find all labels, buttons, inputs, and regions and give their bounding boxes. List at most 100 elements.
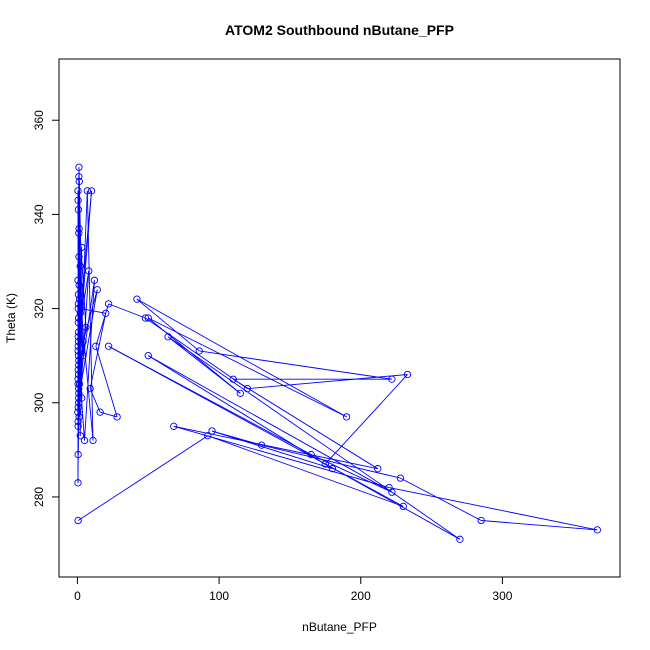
series-segment xyxy=(167,336,461,540)
series-segment xyxy=(95,346,118,418)
series-segment xyxy=(80,308,106,314)
x-tick-label: 100 xyxy=(209,589,229,603)
data-point xyxy=(74,276,82,284)
data-point xyxy=(75,173,83,181)
series-segment xyxy=(247,374,408,390)
series-segment xyxy=(108,345,404,507)
series-segment xyxy=(89,388,101,413)
y-tick-label: 340 xyxy=(32,204,46,224)
series-segment xyxy=(173,425,378,470)
x-axis-label: nButane_PFP xyxy=(302,620,377,634)
data-point xyxy=(79,352,87,360)
data-point xyxy=(102,309,110,317)
series-segment xyxy=(233,378,378,470)
series-segment xyxy=(77,190,93,356)
y-axis: 280 300 320 340 360 xyxy=(32,110,60,507)
data-point xyxy=(80,436,89,445)
data-point xyxy=(74,333,82,341)
data-point xyxy=(195,347,203,355)
x-tick-label: 200 xyxy=(351,589,371,603)
data-point xyxy=(342,413,351,421)
data-point xyxy=(74,342,82,350)
data-point xyxy=(74,375,82,383)
data-point xyxy=(236,389,244,397)
series-segment xyxy=(400,477,482,521)
data-point xyxy=(208,427,216,435)
data-point xyxy=(74,366,82,374)
data-point xyxy=(257,441,266,449)
data-point xyxy=(75,229,83,237)
series-segment xyxy=(147,317,241,394)
data-point xyxy=(74,206,83,214)
series-segment xyxy=(325,374,408,465)
data-point xyxy=(79,337,87,346)
data-point xyxy=(403,370,412,379)
data-point xyxy=(96,408,104,416)
data-point xyxy=(76,309,84,317)
series-segment xyxy=(207,435,404,507)
data-point xyxy=(77,304,85,313)
data-point xyxy=(75,295,84,303)
series-segment xyxy=(77,435,208,521)
data-point xyxy=(321,460,329,468)
data-point xyxy=(243,384,252,393)
series-segment xyxy=(199,350,392,380)
data-point xyxy=(396,474,405,482)
data-point xyxy=(74,370,83,379)
data-point xyxy=(74,290,83,299)
data-point xyxy=(92,342,100,350)
data-point xyxy=(74,352,83,360)
data-point xyxy=(141,314,150,322)
data-point xyxy=(75,224,83,233)
series-segment xyxy=(148,317,347,418)
data-point xyxy=(75,413,83,421)
data-point xyxy=(170,422,178,430)
data-point xyxy=(89,436,97,445)
data-point xyxy=(399,502,407,511)
y-tick-label: 320 xyxy=(32,298,46,318)
data-point xyxy=(593,526,601,534)
data-point xyxy=(74,319,83,327)
data-point xyxy=(75,253,83,261)
series-points xyxy=(74,163,601,543)
series-segment xyxy=(388,487,598,531)
series-segment xyxy=(95,303,110,347)
data-point xyxy=(74,403,82,412)
data-point xyxy=(204,432,212,440)
data-point xyxy=(74,187,82,195)
data-point xyxy=(76,262,84,270)
data-point xyxy=(144,352,152,360)
data-point xyxy=(113,413,121,421)
data-point xyxy=(74,450,82,459)
data-point xyxy=(388,375,396,383)
data-point xyxy=(75,384,83,393)
data-point xyxy=(75,361,83,369)
data-point xyxy=(74,314,83,322)
data-point xyxy=(90,276,99,284)
data-point xyxy=(74,408,82,416)
series-segment xyxy=(136,298,347,418)
series-segment xyxy=(79,280,95,384)
series-lines xyxy=(77,167,598,540)
series-segment xyxy=(80,308,94,441)
series-segment xyxy=(481,520,598,531)
series-segment xyxy=(211,430,333,470)
series-segment xyxy=(89,313,107,389)
data-point xyxy=(74,196,82,204)
y-tick-label: 280 xyxy=(32,487,46,507)
data-point xyxy=(87,187,96,195)
chart-title: ATOM2 Southbound nButane_PFP xyxy=(225,22,454,38)
data-point xyxy=(83,187,91,195)
data-point xyxy=(144,314,152,322)
data-point xyxy=(82,323,90,332)
data-point xyxy=(374,465,382,473)
data-point xyxy=(86,384,94,393)
data-point xyxy=(133,295,141,303)
data-point xyxy=(74,328,83,336)
x-axis: 0 100 200 300 xyxy=(74,576,513,603)
data-point xyxy=(75,177,83,186)
data-point xyxy=(76,432,84,440)
series-segment xyxy=(136,298,200,352)
y-axis-label: Theta (K) xyxy=(4,293,18,343)
